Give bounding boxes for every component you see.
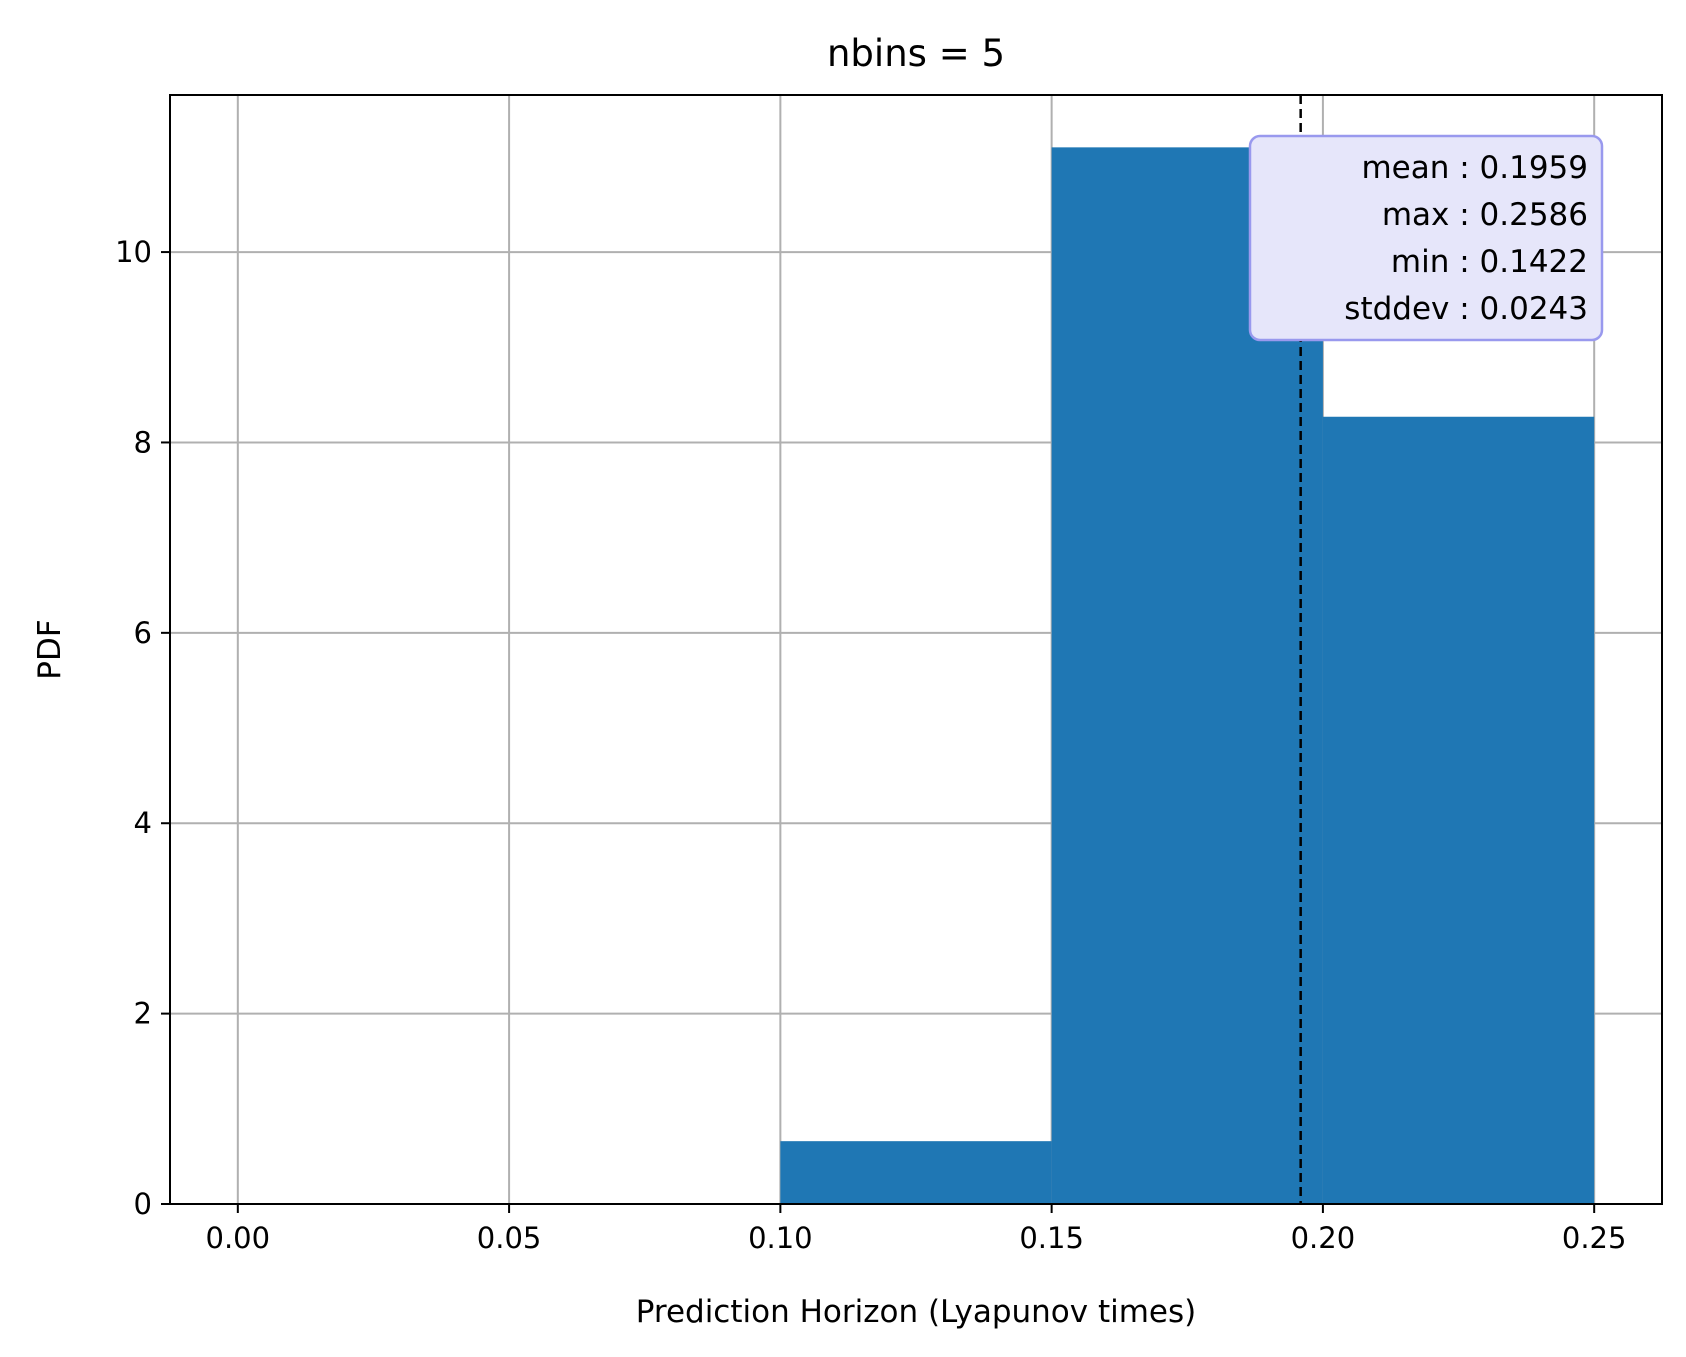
x-tick-label: 0.25 bbox=[1562, 1221, 1627, 1255]
x-tick-label: 0.10 bbox=[748, 1221, 813, 1255]
histogram-bar bbox=[1322, 416, 1595, 1204]
x-tick-label: 0.00 bbox=[206, 1221, 271, 1255]
stats-box: mean : 0.1959 max : 0.2586 min : 0.1422 std… bbox=[1248, 134, 1604, 342]
chart-title: nbins = 5 bbox=[827, 32, 1005, 75]
y-tick-label: 6 bbox=[134, 616, 152, 650]
x-tick-label: 0.15 bbox=[1019, 1221, 1084, 1255]
y-tick-label: 8 bbox=[134, 425, 152, 459]
x-tick-label: 0.05 bbox=[477, 1221, 542, 1255]
y-tick-label: 0 bbox=[134, 1187, 152, 1221]
y-tick-label: 4 bbox=[134, 806, 152, 840]
stats-line: stddev : 0.0243 bbox=[1344, 291, 1588, 327]
plot-frame bbox=[169, 94, 1663, 1205]
x-tick-label: 0.20 bbox=[1291, 1221, 1356, 1255]
y-tick-label: 10 bbox=[115, 235, 152, 269]
stats-box-frame bbox=[1248, 134, 1604, 342]
ticks-layer: 0.00 0.05 0.10 0.15 0.20 0.25 0 2 4 6 8 10 bbox=[115, 235, 1626, 1255]
stats-line: mean : 0.1959 bbox=[1361, 150, 1588, 186]
histogram-bar bbox=[780, 1141, 1052, 1204]
y-tick-label: 2 bbox=[134, 997, 152, 1031]
y-axis-label: PDF bbox=[32, 619, 68, 679]
stats-line: max : 0.2586 bbox=[1382, 197, 1588, 233]
x-axis-label: Prediction Horizon (Lyapunov times) bbox=[636, 1294, 1197, 1330]
stats-line: min : 0.1422 bbox=[1391, 244, 1588, 280]
